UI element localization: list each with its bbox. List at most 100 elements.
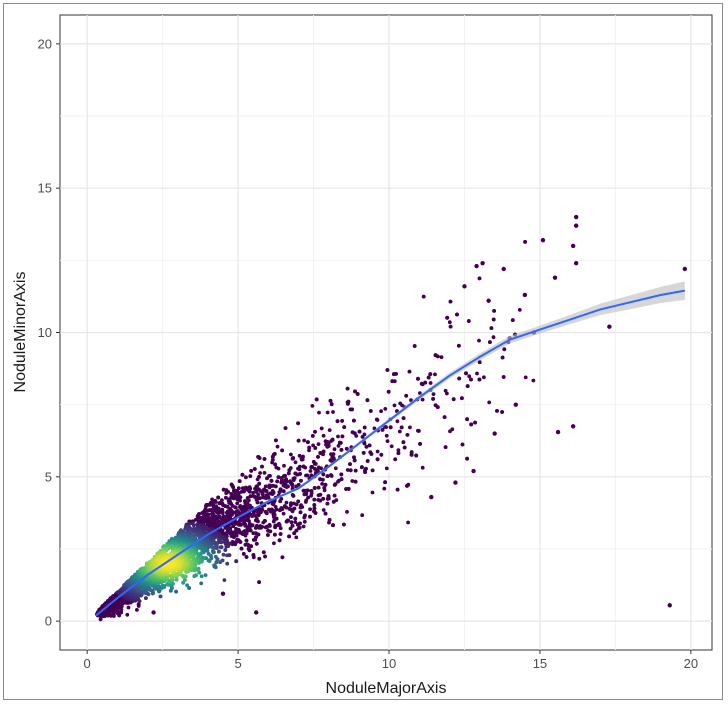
data-point: [445, 391, 449, 396]
data-point: [448, 324, 453, 329]
data-point: [261, 488, 266, 493]
data-point: [275, 444, 280, 449]
data-point: [264, 511, 269, 516]
data-point: [291, 478, 296, 482]
data-point: [276, 466, 281, 471]
data-point: [316, 442, 321, 446]
data-point: [416, 428, 420, 433]
data-point: [460, 396, 464, 401]
data-point: [278, 532, 283, 536]
data-point: [302, 515, 307, 520]
data-point: [327, 428, 332, 432]
data-point: [237, 522, 241, 527]
data-point: [412, 344, 417, 348]
data-point: [222, 578, 227, 582]
data-point: [475, 371, 479, 376]
data-point: [420, 465, 425, 470]
data-point: [248, 474, 253, 478]
data-point: [467, 374, 472, 379]
data-point: [281, 511, 286, 516]
data-point: [345, 468, 350, 472]
data-point: [431, 397, 435, 401]
data-point: [395, 487, 400, 492]
data-point: [309, 465, 314, 470]
data-point: [360, 465, 364, 470]
data-point: [209, 527, 213, 531]
data-point: [290, 523, 295, 528]
data-point: [262, 457, 267, 461]
data-point: [258, 471, 262, 475]
data-point: [310, 434, 315, 438]
data-point: [492, 309, 496, 313]
data-point: [325, 497, 330, 501]
data-point: [220, 511, 225, 515]
data-point: [473, 420, 477, 425]
data-point: [308, 507, 312, 512]
data-point: [283, 426, 288, 430]
data-point: [233, 505, 238, 510]
data-point: [408, 425, 412, 430]
data-point: [307, 445, 312, 450]
data-point: [332, 483, 337, 487]
data-point: [294, 484, 299, 489]
data-point: [293, 520, 298, 524]
data-point: [246, 518, 250, 523]
data-point: [266, 533, 270, 537]
data-point: [246, 547, 251, 551]
data-point: [344, 446, 349, 451]
data-point: [263, 525, 268, 530]
data-point: [311, 443, 315, 448]
data-point: [301, 524, 306, 529]
data-point: [300, 457, 304, 462]
data-point: [369, 452, 374, 456]
data-point: [360, 435, 365, 439]
data-point: [384, 466, 389, 471]
data-point: [329, 452, 333, 456]
data-point: [119, 610, 123, 615]
data-point: [192, 574, 197, 579]
data-point: [274, 438, 278, 443]
data-point: [292, 531, 297, 536]
data-point: [265, 476, 269, 481]
data-point: [409, 452, 414, 457]
data-point: [340, 419, 344, 423]
data-point: [325, 410, 330, 415]
data-point: [273, 532, 277, 537]
data-point: [255, 477, 260, 482]
data-point: [329, 402, 334, 407]
data-point: [332, 447, 337, 452]
data-point: [321, 472, 326, 477]
data-point: [191, 523, 196, 528]
data-point: [275, 479, 280, 484]
data-point: [257, 580, 261, 584]
data-point: [426, 375, 431, 380]
data-point: [98, 617, 103, 622]
data-point: [174, 589, 179, 594]
data-point: [290, 483, 295, 488]
data-point: [296, 421, 300, 426]
data-point: [375, 449, 380, 454]
data-point: [279, 480, 284, 485]
data-point: [225, 561, 230, 566]
data-point: [316, 455, 320, 459]
data-point: [206, 552, 211, 556]
data-point: [289, 452, 293, 457]
data-point: [302, 519, 307, 524]
data-point: [367, 443, 372, 448]
data-point: [194, 517, 198, 522]
data-point: [319, 426, 324, 431]
data-point: [392, 372, 396, 376]
data-point: [385, 368, 390, 372]
data-point: [500, 410, 504, 414]
data-point: [328, 398, 333, 403]
data-point: [289, 515, 293, 519]
data-point: [284, 519, 289, 524]
data-point: [401, 440, 406, 445]
data-point: [287, 507, 292, 511]
data-point: [273, 525, 277, 530]
data-point: [384, 433, 389, 438]
data-point: [321, 433, 326, 438]
data-point: [346, 402, 350, 406]
data-point: [217, 549, 221, 554]
data-point: [364, 444, 369, 449]
